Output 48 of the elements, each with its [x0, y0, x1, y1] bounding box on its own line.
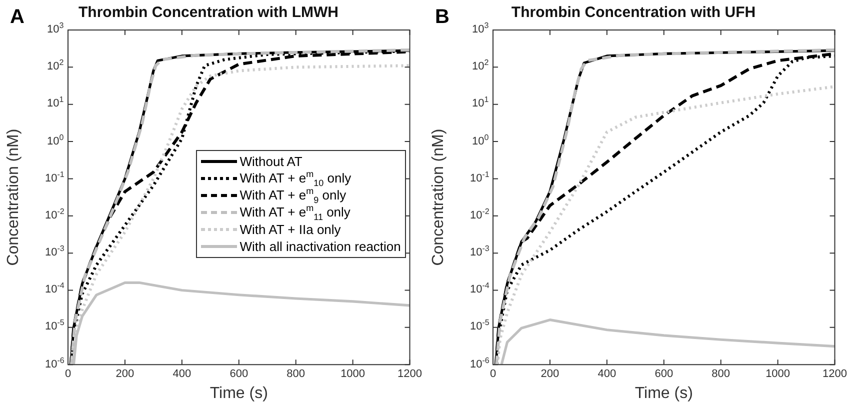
x-tick-label: 400 [172, 368, 192, 380]
x-tick-label: 600 [230, 368, 248, 380]
y-tick-label: 10$^{-2}$ [45, 206, 64, 222]
x-tick-label: 200 [540, 368, 560, 380]
y-tick-label: 10$^{1}$ [472, 95, 489, 110]
x-tick-label: 1000 [340, 368, 366, 380]
chart-title: Thrombin Concentration with LMWH [78, 4, 338, 22]
x-tick-label: 1200 [398, 368, 422, 380]
y-tick-label: 10$^{-5}$ [470, 318, 490, 334]
y-tick-label: 10$^{-3}$ [470, 244, 490, 259]
y-tick-label: 10$^{1}$ [47, 95, 64, 110]
text: A [10, 6, 24, 29]
legend-label: With AT + e$^{m}$$_{10}$ only [240, 168, 352, 188]
x-tick-label: 200 [116, 368, 134, 380]
y-tick-label: 10$^{-4}$ [470, 281, 490, 296]
y-tick-label: 10$^{-1}$ [45, 170, 64, 184]
y-tick-label: 10$^{2}$ [47, 58, 64, 73]
legend-label: With AT + IIa only [240, 222, 341, 238]
y-tick-label: 10$^{-6}$ [45, 356, 64, 370]
x-axis-title: Time (s) [634, 384, 693, 402]
chart-title: Thrombin Concentration with UFH [511, 4, 756, 22]
y-tick-label: 10$^{0}$ [47, 132, 64, 148]
y-axis-title: Concentration (nM) [5, 128, 22, 266]
legend-label: Without AT [240, 154, 302, 170]
y-tick-label: 10$^{0}$ [472, 132, 489, 148]
legend-label: With AT + e$^{m}$$_{9}$ only [240, 186, 346, 205]
x-tick-label: 0 [64, 368, 72, 380]
x-tick-label: 1000 [766, 368, 790, 380]
y-tick-label: 10$^{-1}$ [470, 170, 490, 184]
y-tick-label: 10$^{-3}$ [45, 244, 64, 259]
legend-label: With AT + e$^{m}$$_{11}$ only [240, 202, 350, 222]
text: B [435, 6, 450, 29]
x-tick-label: 400 [598, 368, 616, 380]
y-tick-label: 10$^{-5}$ [45, 318, 64, 334]
y-tick-label: 10$^{-2}$ [470, 206, 490, 222]
y-tick-label: 10$^{-4}$ [45, 281, 64, 296]
legend-label: With all inactivation reaction [240, 239, 401, 254]
x-tick-label: 1200 [822, 368, 848, 380]
y-tick-label: 10$^{2}$ [472, 58, 489, 73]
x-axis-title: Time (s) [210, 384, 268, 402]
y-axis-title: Concentration (nM) [430, 128, 448, 266]
x-tick-label: 600 [654, 368, 674, 380]
y-tick-label: 10$^{-6}$ [470, 356, 490, 370]
x-tick-label: 0 [490, 368, 496, 380]
y-tick-label: 10$^{3}$ [472, 21, 489, 36]
y-tick-label: 10$^{3}$ [47, 21, 64, 36]
x-tick-label: 800 [286, 368, 306, 380]
x-tick-label: 800 [712, 368, 730, 380]
